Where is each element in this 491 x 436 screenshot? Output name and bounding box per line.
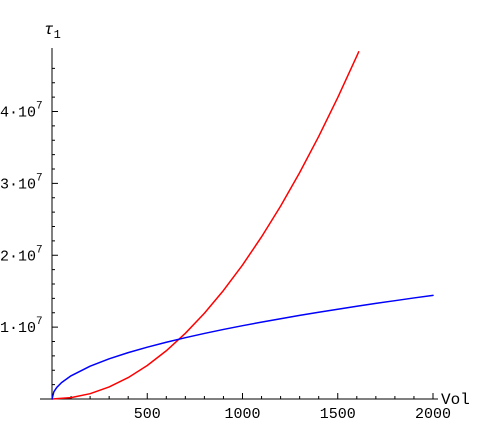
y-tick-label: 3·107 — [0, 172, 43, 193]
series-line-red — [51, 51, 360, 400]
y-tick-mantissa: 1·10 — [0, 320, 36, 337]
y-tick-mantissa: 2·10 — [0, 248, 36, 265]
axes — [40, 48, 438, 400]
y-tick-mantissa: 4·10 — [0, 105, 36, 122]
y-tick-mantissa: 3·10 — [0, 176, 36, 193]
y-tick-label: 2·107 — [0, 244, 43, 265]
y-tick-exponent: 7 — [36, 172, 43, 184]
x-axis-label: Vol — [441, 391, 470, 409]
series-layer — [51, 51, 434, 400]
x-tick-label: 1500 — [320, 406, 356, 423]
y-tick-exponent: 7 — [36, 244, 43, 256]
y-axis-label-subscript: 1 — [54, 28, 61, 42]
y-tick-exponent: 7 — [36, 316, 43, 328]
y-axis-label-symbol: τ — [44, 21, 54, 39]
x-tick-label: 2000 — [415, 406, 451, 423]
x-tick-label: 1000 — [224, 406, 260, 423]
y-tick-label: 1·107 — [0, 316, 43, 337]
series-line-blue — [51, 294, 434, 400]
y-axis-label: τ1 — [44, 21, 61, 42]
y-tick-label: 4·107 — [0, 101, 43, 122]
y-tick-exponent: 7 — [36, 101, 43, 113]
x-tick-label: 500 — [134, 406, 161, 423]
